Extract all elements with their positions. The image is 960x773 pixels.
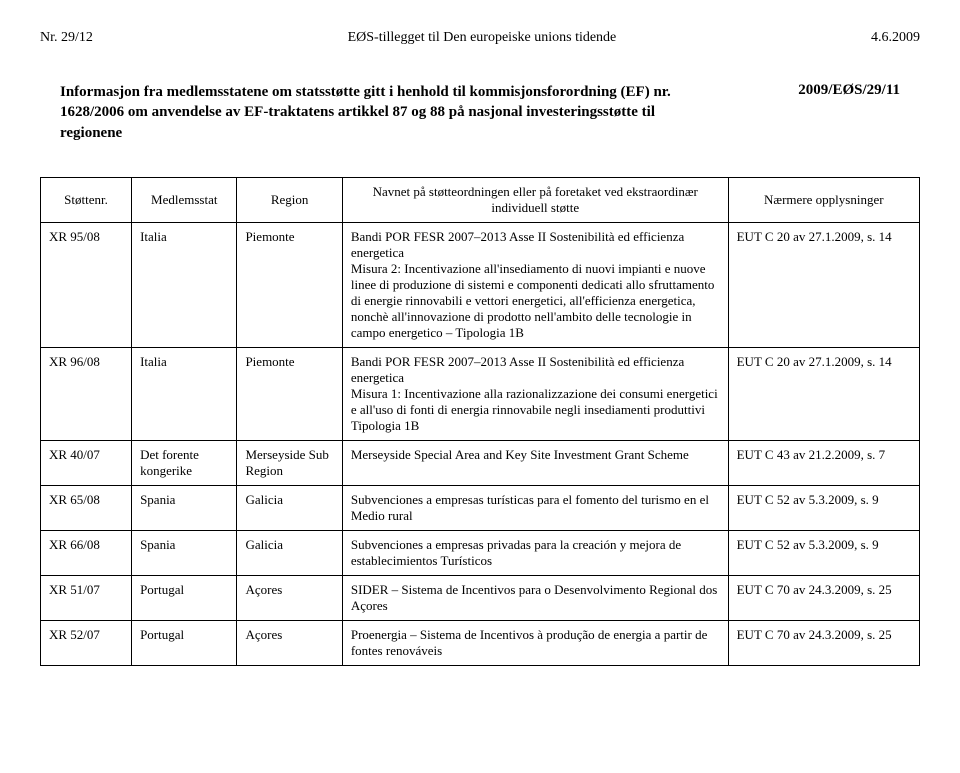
intro-block: Informasjon fra medlemsstatene om statss… xyxy=(60,82,900,143)
cell-stottenr: XR 66/08 xyxy=(41,530,132,575)
table-row: XR 52/07PortugalAçoresProenergia – Siste… xyxy=(41,620,920,665)
cell-region: Piemonte xyxy=(237,222,342,347)
page-header: Nr. 29/12 EØS-tillegget til Den europeis… xyxy=(40,30,920,46)
cell-navnet: Subvenciones a empresas privadas para la… xyxy=(342,530,728,575)
col-header-medlemsstat: Medlemsstat xyxy=(132,177,237,222)
cell-region: Galicia xyxy=(237,530,342,575)
cell-opplysninger: EUT C 20 av 27.1.2009, s. 14 xyxy=(728,222,919,347)
table-header-row: Støttenr. Medlemsstat Region Navnet på s… xyxy=(41,177,920,222)
cell-opplysninger: EUT C 70 av 24.3.2009, s. 25 xyxy=(728,620,919,665)
cell-navnet: Proenergia – Sistema de Incentivos à pro… xyxy=(342,620,728,665)
header-right: 4.6.2009 xyxy=(871,30,920,46)
cell-stottenr: XR 52/07 xyxy=(41,620,132,665)
cell-medlemsstat: Spania xyxy=(132,485,237,530)
cell-stottenr: XR 40/07 xyxy=(41,440,132,485)
table-row: XR 65/08SpaniaGaliciaSubvenciones a empr… xyxy=(41,485,920,530)
col-header-region: Region xyxy=(237,177,342,222)
cell-medlemsstat: Italia xyxy=(132,222,237,347)
cell-region: Açores xyxy=(237,620,342,665)
cell-medlemsstat: Det forente kongerike xyxy=(132,440,237,485)
cell-region: Merseyside Sub Region xyxy=(237,440,342,485)
table-row: XR 40/07Det forente kongerikeMerseyside … xyxy=(41,440,920,485)
cell-navnet: Bandi POR FESR 2007–2013 Asse II Sosteni… xyxy=(342,347,728,440)
cell-navnet: SIDER – Sistema de Incentivos para o Des… xyxy=(342,575,728,620)
cell-region: Açores xyxy=(237,575,342,620)
table-row: XR 95/08ItaliaPiemonteBandi POR FESR 200… xyxy=(41,222,920,347)
col-header-stottenr: Støttenr. xyxy=(41,177,132,222)
cell-stottenr: XR 65/08 xyxy=(41,485,132,530)
cell-opplysninger: EUT C 20 av 27.1.2009, s. 14 xyxy=(728,347,919,440)
header-left: Nr. 29/12 xyxy=(40,30,93,46)
cell-opplysninger: EUT C 52 av 5.3.2009, s. 9 xyxy=(728,485,919,530)
header-center: EØS-tillegget til Den europeiske unions … xyxy=(348,30,617,46)
cell-opplysninger: EUT C 52 av 5.3.2009, s. 9 xyxy=(728,530,919,575)
cell-opplysninger: EUT C 43 av 21.2.2009, s. 7 xyxy=(728,440,919,485)
table-row: XR 51/07PortugalAçoresSIDER – Sistema de… xyxy=(41,575,920,620)
cell-medlemsstat: Spania xyxy=(132,530,237,575)
cell-stottenr: XR 96/08 xyxy=(41,347,132,440)
cell-navnet: Merseyside Special Area and Key Site Inv… xyxy=(342,440,728,485)
table-row: XR 96/08ItaliaPiemonteBandi POR FESR 200… xyxy=(41,347,920,440)
cell-medlemsstat: Italia xyxy=(132,347,237,440)
cell-opplysninger: EUT C 70 av 24.3.2009, s. 25 xyxy=(728,575,919,620)
cell-navnet: Bandi POR FESR 2007–2013 Asse II Sosteni… xyxy=(342,222,728,347)
cell-medlemsstat: Portugal xyxy=(132,620,237,665)
col-header-navnet: Navnet på støtteordningen eller på foret… xyxy=(342,177,728,222)
intro-text: Informasjon fra medlemsstatene om statss… xyxy=(60,82,720,143)
cell-region: Piemonte xyxy=(237,347,342,440)
intro-ref: 2009/EØS/29/11 xyxy=(798,82,900,143)
cell-medlemsstat: Portugal xyxy=(132,575,237,620)
table-row: XR 66/08SpaniaGaliciaSubvenciones a empr… xyxy=(41,530,920,575)
cell-navnet: Subvenciones a empresas turísticas para … xyxy=(342,485,728,530)
col-header-opplysninger: Nærmere opplysninger xyxy=(728,177,919,222)
cell-region: Galicia xyxy=(237,485,342,530)
aid-table: Støttenr. Medlemsstat Region Navnet på s… xyxy=(40,177,920,666)
cell-stottenr: XR 51/07 xyxy=(41,575,132,620)
cell-stottenr: XR 95/08 xyxy=(41,222,132,347)
